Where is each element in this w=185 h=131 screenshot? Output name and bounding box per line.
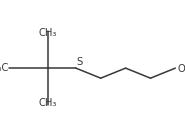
Text: H₃C: H₃C [0, 63, 8, 73]
Text: S: S [77, 58, 83, 67]
Text: OH: OH [177, 64, 185, 74]
Text: CH₃: CH₃ [39, 98, 57, 108]
Text: CH₃: CH₃ [39, 28, 57, 38]
